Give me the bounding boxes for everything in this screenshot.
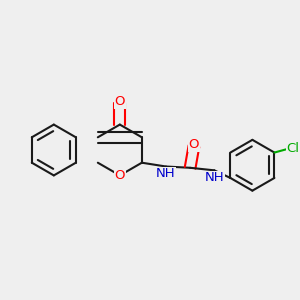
Text: O: O <box>115 95 125 108</box>
Text: NH: NH <box>205 171 224 184</box>
Text: O: O <box>115 169 125 182</box>
Text: O: O <box>189 138 199 151</box>
Text: NH: NH <box>156 167 176 181</box>
Text: Cl: Cl <box>286 142 299 155</box>
